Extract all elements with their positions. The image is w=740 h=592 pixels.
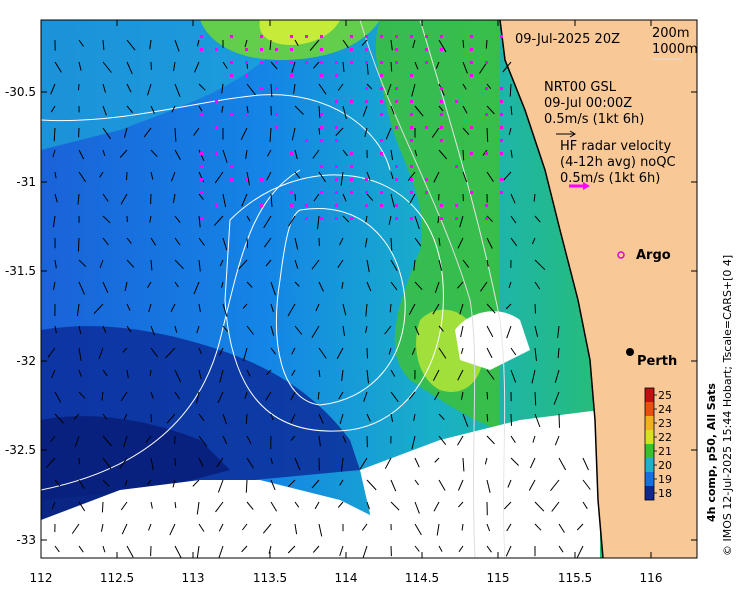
colorbar-tick: 18 — [658, 487, 672, 500]
y-axis: -30.5 -31 -31.5 -32 -32.5 -33 — [5, 85, 697, 547]
y-tick-label: -31.5 — [5, 264, 36, 278]
x-tick-label: 115 — [487, 571, 510, 585]
perth-marker — [626, 348, 634, 356]
radar-scale: 0.5m/s (1kt 6h) — [560, 171, 660, 186]
contour-label-200m: 200m — [652, 26, 689, 41]
x-tick-label: 112 — [30, 571, 53, 585]
nodata-south — [41, 480, 380, 558]
plot-frame — [40, 19, 698, 559]
x-tick-label: 113.5 — [253, 571, 287, 585]
contour-label-1000m: 1000m — [652, 42, 698, 57]
model-source: NRT00 GSL — [544, 80, 617, 95]
model-scale: 0.5m/s (1kt 6h) — [544, 112, 644, 127]
y-tick-label: -32 — [16, 354, 36, 368]
x-tick-label: 114.5 — [405, 571, 439, 585]
credit-text: © IMOS 12-Jul-2025 15:44 Hobart; Tscale=… — [721, 255, 734, 556]
x-tick-label: 114 — [335, 571, 358, 585]
colorbar-tick: 23 — [658, 417, 672, 430]
model-time: 09-Jul 00:00Z — [544, 96, 632, 111]
argo-label: Argo — [636, 248, 671, 263]
eddy-contour — [275, 208, 406, 406]
y-tick-label: -32.5 — [5, 443, 36, 457]
coastline — [499, 20, 604, 558]
contour-200m — [419, 20, 506, 558]
plot-area — [41, 20, 697, 558]
map-title: 09-Jul-2025 20Z — [515, 32, 620, 47]
colorbar-tick: 19 — [658, 473, 672, 486]
x-tick-label: 116 — [640, 571, 663, 585]
x-tick-label: 113 — [182, 571, 205, 585]
radar-title: HF radar velocity — [560, 139, 672, 154]
y-tick-label: -33 — [16, 533, 36, 547]
colorbar-tick: 21 — [658, 445, 672, 458]
y-tick-label: -31 — [16, 175, 36, 189]
radar-subtitle: (4-12h avg) noQC — [560, 155, 676, 170]
y-tick-label: -30.5 — [5, 85, 36, 99]
argo-marker — [617, 251, 625, 259]
x-tick-label: 112.5 — [100, 571, 134, 585]
colorbar-tick: 25 — [658, 389, 672, 402]
radar-current-dots — [200, 35, 503, 220]
colorbar-tick: 24 — [658, 403, 672, 416]
colorbar-label: 4h comp, p50, All Sats — [705, 383, 718, 522]
model-current-arrows — [45, 39, 591, 558]
colorbar-tick: 20 — [658, 459, 672, 472]
perth-label: Perth — [637, 354, 677, 369]
x-axis: 112 112.5 113 113.5 114 114.5 115 115.5 116 — [30, 20, 663, 585]
x-tick-label: 115.5 — [558, 571, 592, 585]
colorbar-tick: 22 — [658, 431, 672, 444]
